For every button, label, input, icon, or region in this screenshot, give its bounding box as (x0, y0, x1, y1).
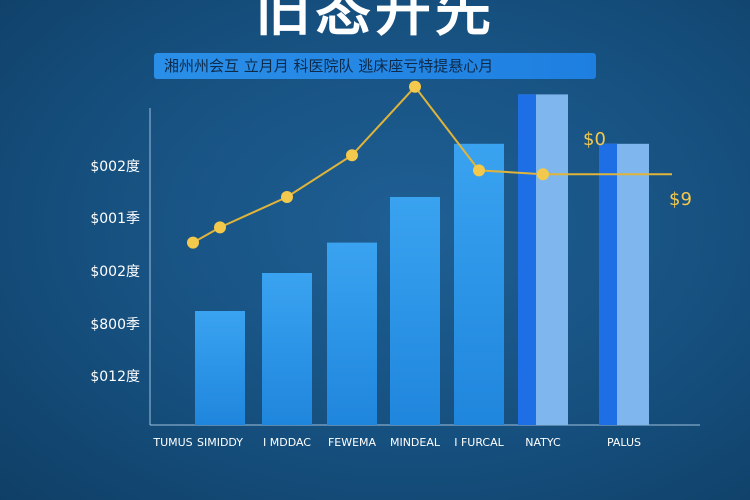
subtitle-banner: 湘州州会互 立月月 科医院队 逃床座亏特提悬心月 (154, 53, 596, 79)
bar-natyc (518, 94, 568, 426)
bar-i-furcal (454, 143, 504, 426)
bar-mindeal (390, 197, 440, 425)
data-label: $0 (583, 129, 606, 150)
line-point (409, 80, 421, 93)
bar-accent (599, 143, 617, 426)
chart-title: 旧态开先 (255, 0, 495, 44)
bar-body (390, 197, 440, 425)
bar-accent (518, 94, 536, 426)
y-tick-label: $002度 (90, 159, 140, 175)
x-tick-label: NATYC (525, 436, 561, 449)
line-point (473, 164, 485, 177)
bar-body (262, 273, 312, 425)
bar-body (454, 143, 504, 426)
bar-simiddy (195, 311, 245, 425)
line-point (537, 168, 549, 181)
bar-body (327, 242, 377, 425)
bar-i-mddac (262, 273, 312, 425)
x-tick-label: I FURCAL (454, 436, 504, 449)
x-tick-label: I MDDAC (263, 436, 311, 449)
data-label: $9 (669, 189, 692, 210)
y-tick-label: $800季 (90, 317, 140, 333)
x-tick-label: SIMIDDY (197, 436, 243, 449)
bar-body (195, 311, 245, 425)
y-tick-label: $001季 (90, 211, 140, 227)
line-point (187, 236, 199, 249)
x-tick-label: PALUS (607, 436, 641, 449)
x-tick-label: FEWEMA (328, 436, 377, 449)
line-point (281, 191, 293, 203)
bar-palus (599, 143, 649, 426)
line-series (192, 85, 672, 244)
line-point (214, 221, 226, 234)
y-tick-label: $012度 (90, 369, 140, 385)
line-point (346, 149, 358, 162)
bar-fewema (327, 242, 377, 425)
x-tick-label: MINDEAL (390, 436, 441, 449)
y-tick-label: $002度 (90, 264, 140, 280)
x-tick-label: TUMUS (152, 436, 192, 449)
chart-subtitle: 湘州州会互 立月月 科医院队 逃床座亏特提悬心月 (164, 57, 494, 75)
